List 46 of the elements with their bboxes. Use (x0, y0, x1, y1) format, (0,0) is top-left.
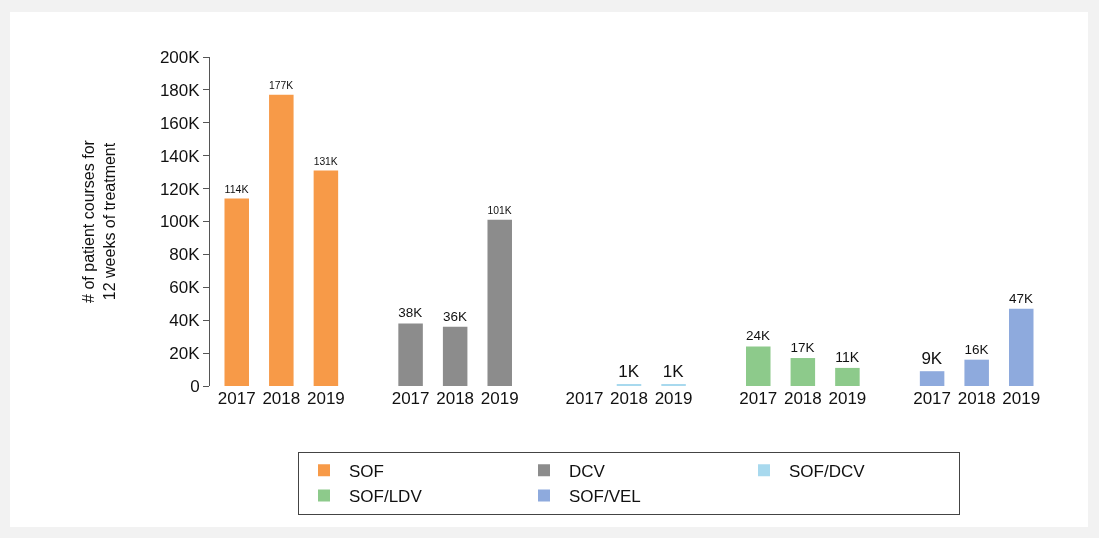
data-label: 47K (1009, 290, 1033, 306)
x-tick-label: 2018 (436, 389, 475, 408)
data-label: 9K (921, 349, 943, 369)
y-tick-label: 160K (159, 113, 201, 133)
data-label: 1K (662, 362, 685, 381)
y-tick-label: 60K (169, 278, 201, 298)
data-label: 24K (746, 328, 770, 344)
y-tick-label: 100K (159, 212, 201, 232)
data-label: 114K (224, 182, 249, 195)
x-tick-label: 2019 (654, 389, 693, 408)
x-tick-label: 2018 (262, 389, 301, 408)
data-label: 38K (398, 305, 423, 321)
legend-label: SOF/DCV (789, 461, 866, 481)
data-label: 101K (487, 205, 512, 217)
x-tick-label: 2017 (913, 389, 952, 408)
x-tick-label: 2017 (217, 389, 256, 408)
y-tick-label: 40K (169, 311, 201, 331)
x-tick-label: 2017 (739, 389, 778, 408)
legend-label: SOF/VEL (569, 487, 641, 507)
x-tick-label: 2018 (783, 389, 822, 408)
x-tick-label: 2017 (391, 389, 430, 408)
legend-label: SOF (349, 461, 384, 481)
x-tick-label: 2019 (306, 389, 345, 408)
y-tick-label: 20K (169, 344, 201, 364)
y-tick-label: 180K (159, 80, 201, 100)
y-tick-label: 0 (190, 376, 200, 396)
x-tick-label: 2018 (957, 389, 996, 408)
y-tick-label: 140K (159, 146, 201, 166)
y-tick-label: 120K (159, 179, 201, 199)
data-label: 131K (313, 156, 338, 168)
legend-label: SOF/LDV (349, 487, 423, 507)
x-tick-label: 2019 (1002, 389, 1041, 408)
x-tick-label: 2019 (828, 389, 867, 408)
data-label: 11K (835, 348, 860, 365)
x-tick-label: 2017 (565, 389, 604, 408)
y-tick-label: 80K (169, 245, 201, 265)
data-label: 17K (790, 339, 815, 355)
y-tick-label: 200K (159, 47, 201, 67)
legend-label: DCV (569, 461, 606, 481)
data-label: 16K (964, 341, 989, 357)
data-label: 1K (618, 362, 640, 381)
y-axis-title: # of patient courses for 12 weeks of treatment (80, 139, 118, 303)
x-tick-label: 2018 (610, 389, 648, 408)
data-label: 177K (269, 80, 294, 92)
x-tick-label: 2019 (480, 389, 519, 408)
data-label: 36K (442, 308, 467, 324)
